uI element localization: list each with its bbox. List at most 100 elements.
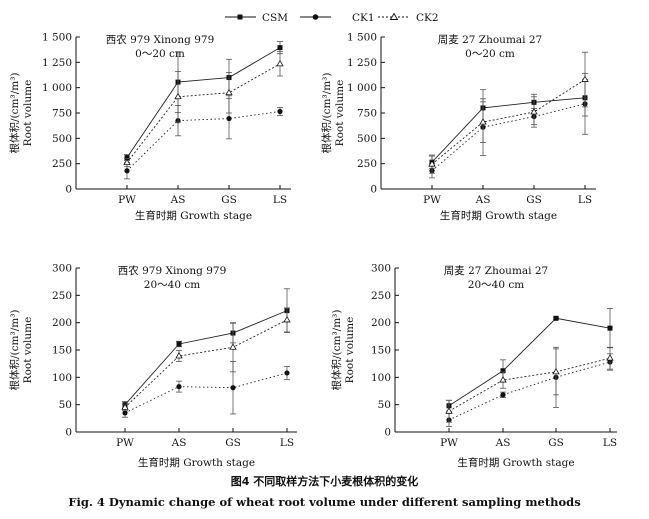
x-tick-label: AS	[475, 194, 491, 206]
y-tick-label: 250	[357, 158, 377, 170]
data-point-csm	[553, 315, 559, 321]
series-line-ck1	[448, 361, 611, 421]
data-point-ck2	[552, 367, 560, 375]
data-point-ck2	[276, 59, 284, 67]
y-tick-label: 500	[52, 133, 72, 145]
y-tick-label: 100	[52, 372, 72, 384]
y-axis-label-en: Root volume	[334, 80, 346, 147]
series-line-csm	[124, 310, 288, 405]
y-tick-label: 0	[65, 184, 72, 196]
legend: CSM CK1 CK2	[225, 12, 439, 24]
series-line-ck1	[124, 372, 288, 414]
panel-title: 周麦 27 Zhoumai 27	[438, 34, 542, 46]
y-tick-label: 250	[52, 290, 72, 302]
data-point-ck2	[123, 158, 131, 166]
x-tick-label: LS	[273, 194, 287, 206]
chart-panel-xinong979-20-40cm: 0 50 100 150 200 250 300 PW AS GS LS 西农 979 Xinong …	[8, 263, 297, 469]
data-point-ck1	[122, 410, 128, 416]
x-axis-label: 生育时期 Growth stage	[457, 456, 574, 469]
panel-depth-label: 0～20 cm	[135, 48, 185, 60]
y-tick-label: 200	[52, 317, 72, 329]
data-point-ck2	[174, 92, 182, 100]
legend-csm-marker	[237, 14, 243, 20]
x-tick-label: PW	[440, 437, 458, 449]
x-tick-label: LS	[280, 437, 294, 449]
y-tick-label: 100	[371, 372, 391, 384]
y-tick-label: 50	[378, 399, 391, 411]
y-tick-label: 1 000	[347, 82, 377, 94]
y-tick-label: 1 000	[42, 82, 72, 94]
data-point-ck1	[124, 168, 130, 174]
y-axis-label: 根体积/(cm³/m³)	[8, 73, 21, 154]
data-point-ck1	[226, 115, 232, 122]
y-tick-label: 300	[52, 263, 72, 275]
series-line-ck1	[431, 103, 586, 172]
series-line-ck2	[124, 319, 288, 408]
panel-depth-label: 0～20 cm	[465, 48, 515, 60]
x-tick-label: AS	[170, 194, 186, 206]
data-point-csm	[124, 155, 130, 161]
chart-panel-zhoumai27-20-40cm: 0 50 100 150 200 250 300 PW AS GS LS 周麦 27 Zhoumai …	[330, 263, 617, 470]
data-point-ck2	[121, 403, 129, 410]
x-axis-label: 生育时期 Growth stage	[135, 209, 252, 222]
x-axis-label: 生育时期 Growth stage	[440, 209, 557, 222]
data-point-ck2	[606, 354, 614, 361]
legend-ck1-marker	[312, 14, 319, 20]
data-point-csm	[176, 341, 182, 347]
y-tick-label: 0	[384, 427, 391, 439]
x-tick-label: PW	[118, 194, 136, 206]
legend-ck1-label: CK1	[352, 12, 375, 24]
x-tick-label: LS	[603, 437, 617, 449]
data-point-ck2	[428, 160, 436, 167]
y-axis-label: 根体积/(cm³/m³)	[8, 310, 21, 391]
panel-title: 西农 979 Xinong 979	[118, 264, 227, 277]
data-point-csm	[500, 368, 506, 374]
x-axis-label: 生育时期 Growth stage	[138, 456, 255, 469]
data-point-csm	[607, 325, 613, 331]
y-tick-label: 150	[371, 345, 391, 357]
data-point-ck1	[500, 392, 506, 398]
series-line-csm	[126, 47, 281, 158]
chart-panel-xinong979-0-20cm: 0 250 500 750 1 000 1 250 1 500 PW AS GS LS 西农 979 …	[8, 32, 291, 222]
x-tick-label: PW	[423, 194, 441, 206]
panel-title: 西农 979 Xinong 979	[106, 33, 215, 46]
panel-depth-label: 20～40 cm	[144, 279, 200, 291]
data-point-ck1	[284, 370, 290, 376]
y-tick-label: 0	[65, 427, 72, 439]
series-line-ck2	[431, 79, 586, 165]
y-tick-label: 300	[371, 263, 391, 275]
y-tick-label: 1 500	[42, 32, 72, 44]
data-point-ck2	[499, 376, 507, 383]
figure-caption-english: Fig. 4 Dynamic change of wheat root volu…	[68, 495, 581, 509]
y-tick-label: 250	[371, 290, 391, 302]
panel-title: 周麦 27 Zhoumai 27	[444, 265, 548, 277]
y-tick-label: 750	[52, 108, 72, 120]
x-tick-label: AS	[171, 437, 187, 449]
y-axis-label-en: Root volume	[344, 317, 356, 384]
y-tick-label: 200	[371, 317, 391, 329]
legend-csm-label: CSM	[262, 12, 288, 24]
data-point-ck1	[277, 108, 283, 115]
series-line-ck1	[126, 111, 281, 172]
y-tick-label: 500	[357, 133, 377, 145]
legend-ck2-marker	[389, 12, 399, 20]
y-axis-label: 根体积/(cm³/m³)	[320, 73, 333, 154]
x-tick-label: AS	[495, 437, 511, 449]
y-tick-label: 1 250	[42, 57, 72, 69]
legend-ck2-label: CK2	[416, 12, 439, 24]
y-tick-label: 750	[357, 108, 377, 120]
y-tick-label: 1 250	[347, 57, 377, 69]
data-point-ck2	[225, 88, 233, 96]
x-tick-label: PW	[116, 437, 134, 449]
data-point-ck2	[581, 75, 589, 82]
series-line-csm	[431, 97, 586, 163]
data-point-ck1	[176, 384, 182, 390]
x-tick-label: LS	[578, 194, 592, 206]
chart-panel-zhoumai27-0-20cm: 0 250 500 750 1 000 1 250 1 500 PW AS GS LS 周麦 27 Z…	[320, 32, 596, 222]
data-point-ck1	[230, 385, 236, 391]
series-line-ck2	[126, 63, 281, 163]
data-point-ck2	[283, 315, 291, 323]
y-tick-label: 250	[52, 158, 72, 170]
data-point-ck2	[445, 407, 453, 414]
